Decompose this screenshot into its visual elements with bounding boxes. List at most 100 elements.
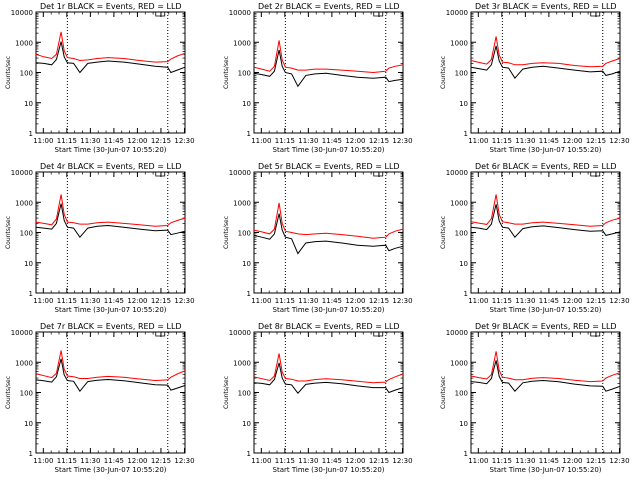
y-tick-label: 1	[247, 130, 251, 138]
y-axis-label: Counts/sec	[440, 216, 447, 249]
y-tick-label: 1	[29, 290, 33, 298]
y-axis-label: Counts/sec	[223, 56, 230, 89]
x-tick-label: 11:15	[275, 457, 295, 465]
x-tick-label: 12:00	[345, 137, 365, 145]
y-tick-label: 10000	[11, 9, 33, 17]
panel-9: Det 9r BLACK = Events, RED = LLD 1 10 100 10…	[440, 322, 630, 474]
y-axis-label: Counts/sec	[223, 216, 230, 249]
panel-title: Det 2r BLACK = Events, RED = LLD	[258, 2, 400, 11]
y-tick-label: 10	[24, 100, 33, 108]
y-axis-label: Counts/sec	[5, 56, 12, 89]
y-tick-label: 1000	[233, 39, 251, 47]
panel-title: Det 4r BLACK = Events, RED = LLD	[40, 162, 182, 171]
x-tick-label: 12:00	[562, 457, 582, 465]
x-tick-label: 11:15	[275, 297, 295, 305]
x-tick-label: 11:00	[468, 137, 488, 145]
x-tick-label: 11:45	[539, 137, 559, 145]
plot-frame	[253, 331, 404, 454]
x-tick-label: 11:00	[251, 297, 271, 305]
top-bracket	[373, 332, 384, 337]
x-tick-label: 12:30	[174, 457, 194, 465]
lld-series-line	[253, 202, 404, 239]
panel-title: Det 8r BLACK = Events, RED = LLD	[258, 322, 400, 331]
x-tick-label: 12:30	[609, 297, 629, 305]
top-bracket	[590, 332, 601, 337]
x-axis-label: Start Time (30-Jun-07 10:55:20)	[55, 466, 167, 474]
top-bracket	[373, 12, 384, 17]
top-bracket	[590, 12, 601, 17]
y-tick-label: 10000	[229, 329, 251, 337]
x-tick-label: 11:45	[539, 297, 559, 305]
top-bracket	[590, 172, 601, 177]
y-tick-label: 10	[242, 260, 251, 268]
x-tick-label: 12:00	[345, 297, 365, 305]
x-tick-label: 12:00	[562, 297, 582, 305]
y-tick-label: 10000	[446, 169, 468, 177]
x-axis-label: Start Time (30-Jun-07 10:55:20)	[55, 146, 167, 154]
y-tick-label: 100	[20, 70, 33, 78]
y-tick-label: 10000	[229, 169, 251, 177]
y-tick-label: 100	[238, 70, 251, 78]
x-tick-label: 11:00	[251, 137, 271, 145]
x-tick-label: 11:15	[275, 137, 295, 145]
panel-title: Det 9r BLACK = Events, RED = LLD	[475, 322, 617, 331]
y-tick-label: 1	[464, 130, 468, 138]
plot-frame	[253, 11, 404, 134]
x-tick-label: 12:15	[369, 137, 389, 145]
panel-3: Det 3r BLACK = Events, RED = LLD 1 10 100 10…	[440, 2, 630, 154]
x-tick-label: 12:30	[392, 137, 412, 145]
y-tick-label: 10000	[446, 9, 468, 17]
y-tick-label: 1000	[15, 359, 33, 367]
x-tick-label: 12:15	[151, 137, 171, 145]
x-tick-label: 11:30	[80, 297, 100, 305]
y-tick-label: 1000	[450, 359, 468, 367]
x-tick-label: 11:15	[57, 457, 77, 465]
x-tick-label: 11:45	[322, 297, 342, 305]
y-tick-label: 1	[247, 290, 251, 298]
plot-frame	[35, 11, 186, 134]
panel-5: Det 5r BLACK = Events, RED = LLD 1 10 100 10…	[223, 162, 413, 314]
x-tick-label: 11:30	[298, 457, 318, 465]
x-axis-label: Start Time (30-Jun-07 10:55:20)	[490, 466, 602, 474]
y-tick-label: 1	[29, 130, 33, 138]
plot-frame	[253, 171, 404, 294]
y-tick-label: 1000	[15, 39, 33, 47]
x-tick-label: 11:15	[492, 457, 512, 465]
panel-title: Det 3r BLACK = Events, RED = LLD	[475, 2, 617, 11]
events-series-line	[35, 41, 186, 74]
x-axis-label: Start Time (30-Jun-07 10:55:20)	[273, 466, 385, 474]
x-tick-label: 11:30	[298, 297, 318, 305]
plot-frame	[35, 171, 186, 294]
panel-8: Det 8r BLACK = Events, RED = LLD 1 10 100 10…	[223, 322, 413, 474]
x-tick-label: 12:00	[562, 137, 582, 145]
top-bracket	[373, 172, 384, 177]
x-tick-label: 12:15	[151, 457, 171, 465]
x-tick-label: 11:00	[468, 457, 488, 465]
x-tick-label: 12:30	[174, 137, 194, 145]
x-tick-label: 11:15	[492, 297, 512, 305]
x-tick-label: 12:15	[586, 297, 606, 305]
lld-series-line	[35, 350, 186, 382]
x-tick-label: 12:15	[586, 457, 606, 465]
x-tick-label: 12:30	[392, 457, 412, 465]
x-tick-label: 11:15	[492, 137, 512, 145]
y-tick-label: 100	[238, 390, 251, 398]
x-tick-label: 11:00	[468, 297, 488, 305]
x-tick-label: 11:00	[33, 297, 53, 305]
y-axis-label: Counts/sec	[440, 56, 447, 89]
y-tick-label: 1000	[450, 39, 468, 47]
x-tick-label: 11:45	[104, 297, 124, 305]
y-tick-label: 100	[238, 230, 251, 238]
x-tick-label: 11:30	[515, 457, 535, 465]
x-axis-label: Start Time (30-Jun-07 10:55:20)	[273, 306, 385, 314]
top-bracket	[155, 12, 166, 17]
y-tick-label: 1000	[15, 199, 33, 207]
panel-1: Det 1r BLACK = Events, RED = LLD 1 10 100 10…	[5, 2, 195, 154]
plot-frame	[470, 331, 621, 454]
y-tick-label: 1000	[233, 359, 251, 367]
x-tick-label: 12:30	[392, 297, 412, 305]
y-tick-label: 100	[20, 230, 33, 238]
events-series-line	[253, 362, 404, 394]
lld-series-line	[35, 31, 186, 63]
x-tick-label: 11:30	[515, 137, 535, 145]
